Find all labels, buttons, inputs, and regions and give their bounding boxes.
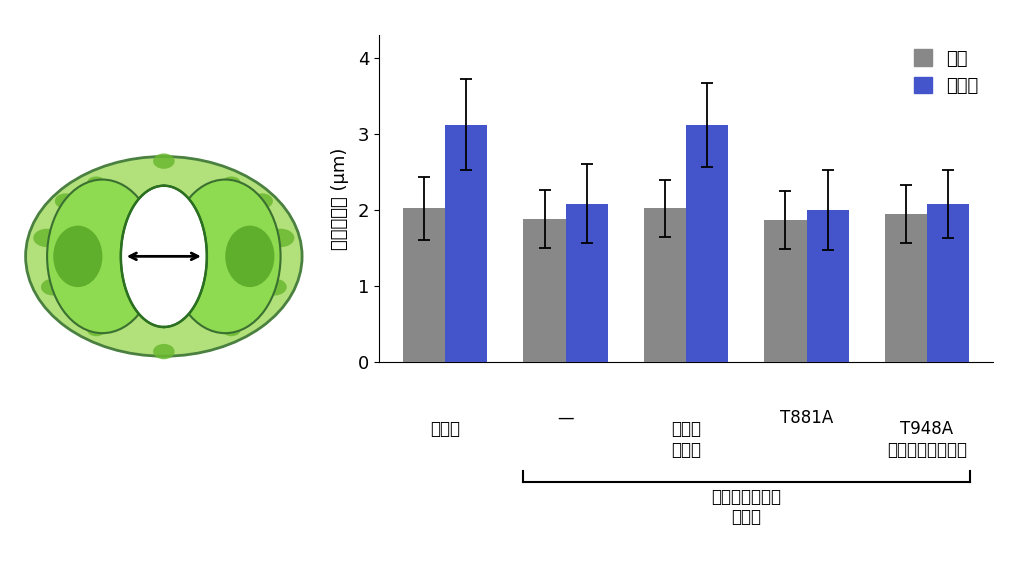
Ellipse shape bbox=[266, 229, 295, 247]
Ellipse shape bbox=[41, 279, 66, 296]
Text: 野生型
遺伝子: 野生型 遺伝子 bbox=[671, 420, 701, 459]
Bar bbox=[565, 204, 608, 362]
Ellipse shape bbox=[26, 157, 302, 356]
Ellipse shape bbox=[53, 225, 102, 287]
Ellipse shape bbox=[47, 179, 158, 333]
Ellipse shape bbox=[251, 193, 272, 208]
Ellipse shape bbox=[87, 324, 105, 336]
Text: —: — bbox=[557, 409, 573, 427]
Text: プロトンポンプ
変異体: プロトンポンプ 変異体 bbox=[712, 488, 781, 526]
Polygon shape bbox=[121, 186, 207, 327]
Ellipse shape bbox=[222, 176, 241, 189]
Ellipse shape bbox=[154, 154, 174, 169]
Ellipse shape bbox=[154, 344, 174, 359]
Ellipse shape bbox=[87, 176, 105, 189]
Ellipse shape bbox=[222, 324, 241, 336]
Text: T948A
（非リン酸化体）: T948A （非リン酸化体） bbox=[887, 420, 967, 459]
Text: 野生株: 野生株 bbox=[430, 420, 460, 439]
Bar bbox=[403, 208, 445, 362]
Ellipse shape bbox=[33, 229, 61, 247]
Bar bbox=[927, 204, 969, 362]
Bar bbox=[764, 220, 807, 362]
Bar bbox=[644, 208, 686, 362]
Bar bbox=[445, 125, 487, 362]
Ellipse shape bbox=[262, 279, 287, 296]
Bar bbox=[807, 210, 849, 362]
Bar bbox=[885, 214, 927, 362]
Ellipse shape bbox=[55, 193, 76, 208]
Ellipse shape bbox=[225, 225, 274, 287]
Text: T881A: T881A bbox=[780, 409, 834, 427]
Bar bbox=[523, 219, 565, 362]
Y-axis label: 気孔の開度 (μm): 気孔の開度 (μm) bbox=[332, 147, 349, 250]
Bar bbox=[686, 125, 728, 362]
Legend: 暗所, 青色光: 暗所, 青色光 bbox=[908, 44, 984, 100]
Ellipse shape bbox=[170, 179, 281, 333]
